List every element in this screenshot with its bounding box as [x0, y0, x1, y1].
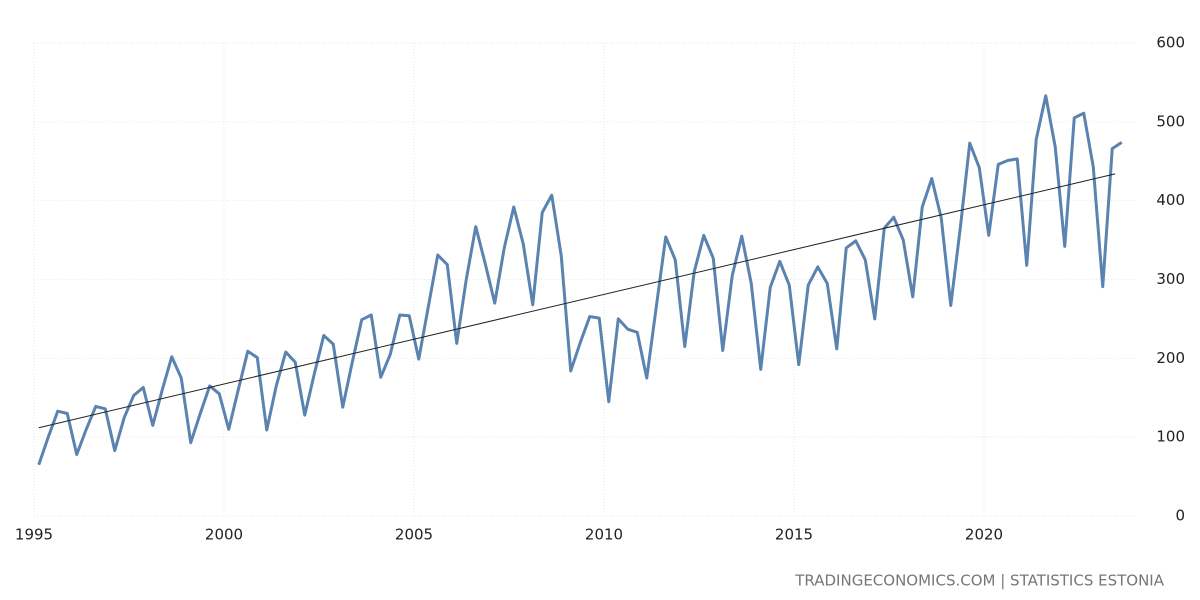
trend-line	[38, 173, 1116, 429]
x-tick-label: 2000	[205, 526, 243, 544]
y-tick-label: 600	[1156, 34, 1185, 52]
y-tick-label: 500	[1156, 112, 1185, 130]
x-tick-label: 2005	[395, 526, 433, 544]
source: TRADINGECONOMICS.COM | STATISTICS ESTONI…	[794, 572, 1164, 590]
y-tick-label: 0	[1175, 507, 1185, 525]
x-tick-label: 2020	[965, 526, 1003, 544]
y-tick-label: 300	[1156, 270, 1185, 288]
x-tick-label: 1995	[15, 526, 53, 544]
data-line	[37, 94, 1123, 466]
x-tick-label: 2010	[585, 526, 623, 544]
y-tick-label: 100	[1156, 428, 1185, 446]
y-tick-label: 400	[1156, 191, 1185, 209]
y-tick-label: 200	[1156, 349, 1185, 367]
x-tick-label: 2015	[775, 526, 813, 544]
